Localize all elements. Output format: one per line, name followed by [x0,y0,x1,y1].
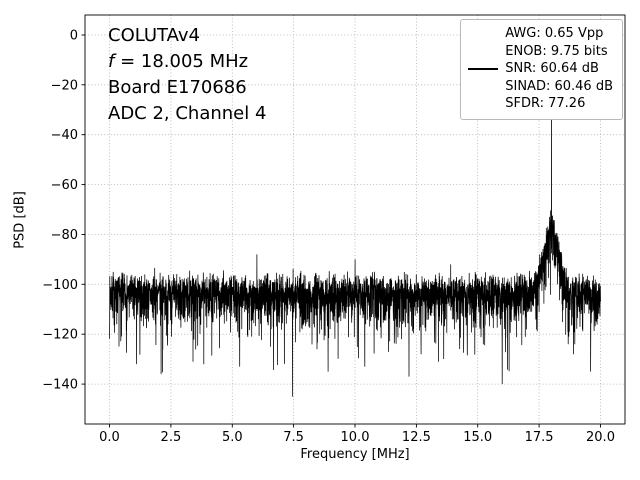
x-tick-label: 17.5 [525,430,554,445]
y-tick-label: −100 [42,278,78,293]
legend-entry: ENOB: 9.75 bits [468,43,613,61]
annotation-board: Board E170686 [108,77,247,98]
y-tick-label: −20 [51,78,78,93]
y-tick-label: 0 [70,29,78,44]
legend-entry: SNR: 60.64 dB [468,60,613,78]
y-tick-label: −120 [42,328,78,343]
x-tick-label: 10.0 [341,430,370,445]
legend-entry: SFDR: 77.26 [468,95,613,113]
legend: AWG: 0.65 Vpp ENOB: 9.75 bits SNR: 60.64 d… [460,19,623,120]
x-tick-label: 7.5 [283,430,304,445]
x-tick-label: 5.0 [222,430,243,445]
y-axis-label: PSD [dB] [12,191,28,249]
y-tick-label: −140 [42,378,78,393]
legend-label: ENOB: 9.75 bits [505,43,608,59]
x-tick-label: 2.5 [161,430,182,445]
x-axis-label: Frequency [MHz] [300,447,410,462]
annotation-channel: ADC 2, Channel 4 [108,103,267,124]
x-tick-label: 15.0 [463,430,492,445]
legend-label: SFDR: 77.26 [505,96,586,112]
frequency-symbol: f [108,51,115,72]
psd-data-line [109,64,601,397]
y-tick-label: −40 [51,128,78,143]
snr-line-sample [468,67,499,70]
legend-label: SNR: 60.64 dB [505,61,599,77]
y-tick-label: −80 [51,228,78,243]
legend-label: SINAD: 60.46 dB [505,78,613,94]
x-tick-label: 12.5 [402,430,431,445]
annotation-frequency: f = 18.005 MHz [108,49,266,75]
annotation-device: COLUTAv4 [108,25,201,46]
legend-entry: SINAD: 60.46 dB [468,78,613,96]
x-tick-label: 20.0 [586,430,615,445]
y-tick-label: −60 [51,178,78,193]
legend-entry: AWG: 0.65 Vpp [468,25,613,43]
legend-label: AWG: 0.65 Vpp [505,26,604,42]
annotation-block: COLUTAv4 f = 18.005 MHz Board E170686 AD… [108,23,266,127]
x-tick-label: 0.0 [99,430,120,445]
legend-line-sample-slot [468,67,499,70]
frequency-value: = 18.005 MHz [114,51,249,72]
